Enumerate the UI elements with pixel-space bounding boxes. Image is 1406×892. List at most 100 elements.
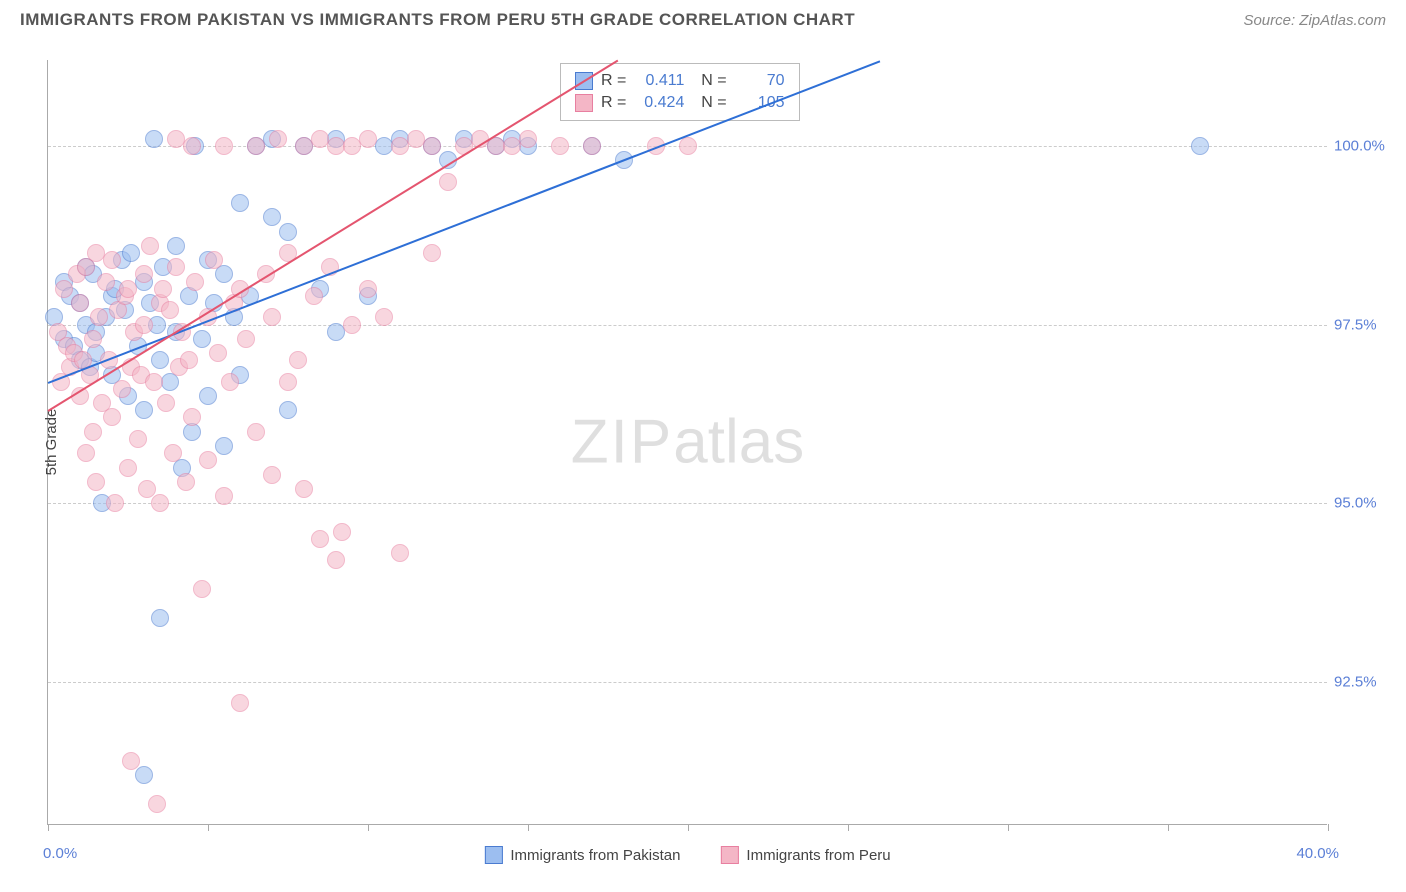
data-point <box>135 766 153 784</box>
data-point <box>151 609 169 627</box>
watermark-zip: ZIP <box>571 408 673 477</box>
x-tick <box>848 824 849 831</box>
data-point <box>221 373 239 391</box>
data-point <box>157 394 175 412</box>
data-point <box>279 373 297 391</box>
data-point <box>231 694 249 712</box>
data-point <box>151 351 169 369</box>
data-point <box>71 294 89 312</box>
stats-row-pakistan: R = 0.411 N = 70 <box>575 70 785 92</box>
data-point <box>423 137 441 155</box>
data-point <box>679 137 697 155</box>
gridline <box>48 682 1327 683</box>
data-point <box>77 444 95 462</box>
n-label: N = <box>692 94 726 112</box>
n-value: 70 <box>735 72 785 90</box>
data-point <box>199 451 217 469</box>
x-tick <box>528 824 529 831</box>
swatch-icon <box>484 846 502 864</box>
data-point <box>247 137 265 155</box>
data-point <box>231 194 249 212</box>
x-tick <box>1168 824 1169 831</box>
x-axis-max-label: 40.0% <box>1296 845 1339 862</box>
data-point <box>439 173 457 191</box>
data-point <box>237 330 255 348</box>
data-point <box>122 752 140 770</box>
y-axis-label: 5th Grade <box>43 409 60 476</box>
legend-item-pakistan: Immigrants from Pakistan <box>484 846 680 864</box>
n-label: N = <box>692 72 726 90</box>
data-point <box>135 316 153 334</box>
watermark: ZIPatlas <box>571 407 804 478</box>
data-point <box>215 437 233 455</box>
data-point <box>269 130 287 148</box>
data-point <box>122 244 140 262</box>
data-point <box>164 444 182 462</box>
data-point <box>154 280 172 298</box>
data-point <box>305 287 323 305</box>
gridline <box>48 503 1327 504</box>
data-point <box>423 244 441 262</box>
y-tick-label: 92.5% <box>1334 674 1399 691</box>
trend-line <box>47 60 618 412</box>
bottom-legend: Immigrants from Pakistan Immigrants from… <box>484 846 890 864</box>
y-tick-label: 97.5% <box>1334 316 1399 333</box>
data-point <box>279 401 297 419</box>
data-point <box>186 273 204 291</box>
data-point <box>551 137 569 155</box>
data-point <box>247 423 265 441</box>
data-point <box>1191 137 1209 155</box>
data-point <box>141 237 159 255</box>
data-point <box>333 523 351 541</box>
data-point <box>167 258 185 276</box>
data-point <box>327 551 345 569</box>
data-point <box>135 265 153 283</box>
x-tick <box>1328 824 1329 831</box>
source-label: Source: ZipAtlas.com <box>1243 12 1386 29</box>
data-point <box>103 251 121 269</box>
data-point <box>55 280 73 298</box>
data-point <box>113 380 131 398</box>
data-point <box>215 137 233 155</box>
x-tick <box>208 824 209 831</box>
data-point <box>311 530 329 548</box>
data-point <box>180 351 198 369</box>
data-point <box>263 208 281 226</box>
x-tick <box>1008 824 1009 831</box>
scatter-plot: 5th Grade ZIPatlas 0.0% 40.0% Immigrants… <box>47 60 1327 825</box>
swatch-icon <box>575 94 593 112</box>
data-point <box>279 223 297 241</box>
data-point <box>177 473 195 491</box>
data-point <box>519 130 537 148</box>
data-point <box>167 237 185 255</box>
data-point <box>295 480 313 498</box>
r-value: 0.411 <box>634 72 684 90</box>
legend-label: Immigrants from Pakistan <box>510 847 680 864</box>
data-point <box>375 308 393 326</box>
data-point <box>84 330 102 348</box>
x-tick <box>48 824 49 831</box>
data-point <box>161 301 179 319</box>
gridline <box>48 325 1327 326</box>
data-point <box>359 280 377 298</box>
x-tick <box>688 824 689 831</box>
legend-item-peru: Immigrants from Peru <box>720 846 890 864</box>
data-point <box>193 330 211 348</box>
data-point <box>145 130 163 148</box>
data-point <box>135 401 153 419</box>
data-point <box>209 344 227 362</box>
y-tick-label: 95.0% <box>1334 495 1399 512</box>
r-value: 0.424 <box>634 94 684 112</box>
x-axis-min-label: 0.0% <box>43 845 77 862</box>
y-tick-label: 100.0% <box>1334 137 1399 154</box>
data-point <box>263 308 281 326</box>
data-point <box>84 423 102 441</box>
data-point <box>103 408 121 426</box>
watermark-atlas: atlas <box>673 408 804 477</box>
data-point <box>359 130 377 148</box>
r-label: R = <box>601 94 626 112</box>
chart-title: IMMIGRANTS FROM PAKISTAN VS IMMIGRANTS F… <box>20 10 855 30</box>
data-point <box>183 408 201 426</box>
x-tick <box>368 824 369 831</box>
data-point <box>199 387 217 405</box>
